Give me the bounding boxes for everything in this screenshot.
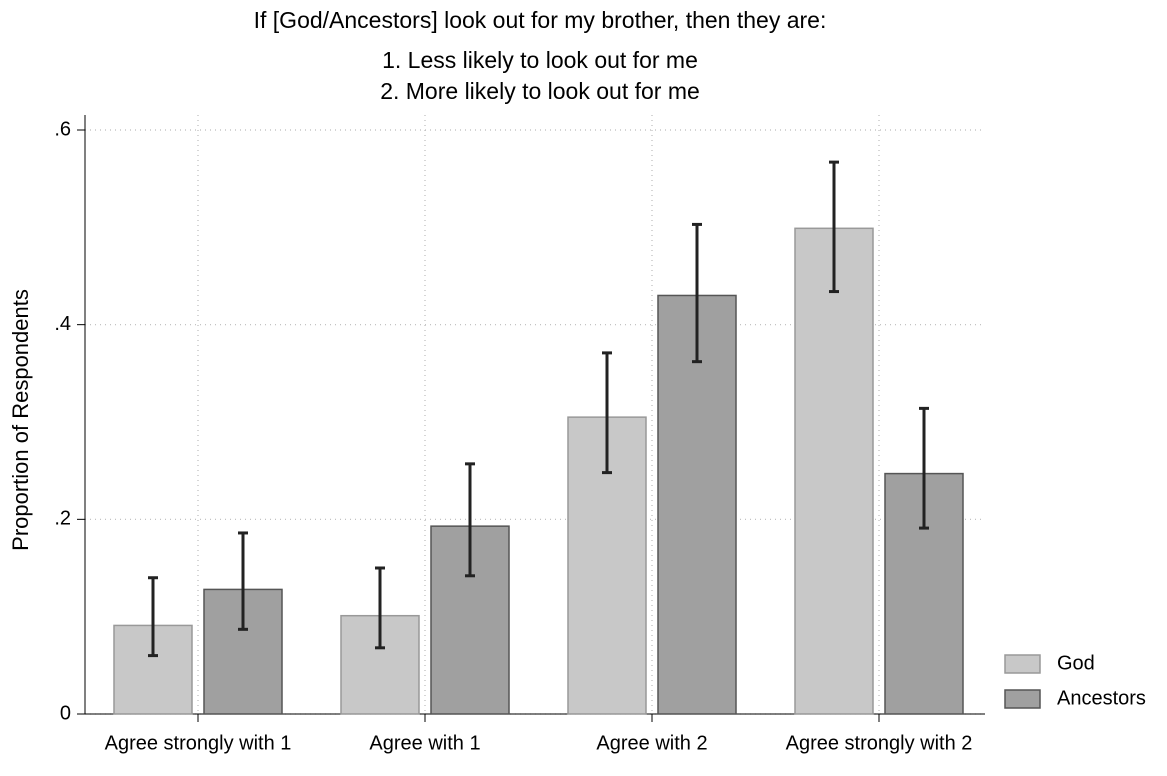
legend-label: Ancestors xyxy=(1057,687,1146,709)
chart-title: If [God/Ancestors] look out for my broth… xyxy=(254,7,827,33)
chart-title: 1. Less likely to look out for me xyxy=(382,47,698,73)
x-tick-label: Agree strongly with 1 xyxy=(105,732,292,754)
y-axis-label: Proportion of Respondents xyxy=(8,289,33,551)
chart-title: 2. More likely to look out for me xyxy=(380,78,700,104)
x-tick-label: Agree with 2 xyxy=(596,732,707,754)
x-tick-label: Agree strongly with 2 xyxy=(786,732,973,754)
bar xyxy=(794,227,874,715)
legend-swatch xyxy=(1004,654,1041,674)
legend-swatch xyxy=(1004,689,1041,709)
y-tick-label: .4 xyxy=(54,313,71,335)
x-tick-label: Agree with 1 xyxy=(369,732,480,754)
y-tick-label: .6 xyxy=(54,118,71,140)
y-tick-label: .2 xyxy=(54,508,71,530)
bar xyxy=(657,294,737,715)
bar xyxy=(884,472,964,715)
y-tick-label: 0 xyxy=(60,702,71,724)
legend-label: God xyxy=(1057,652,1095,674)
